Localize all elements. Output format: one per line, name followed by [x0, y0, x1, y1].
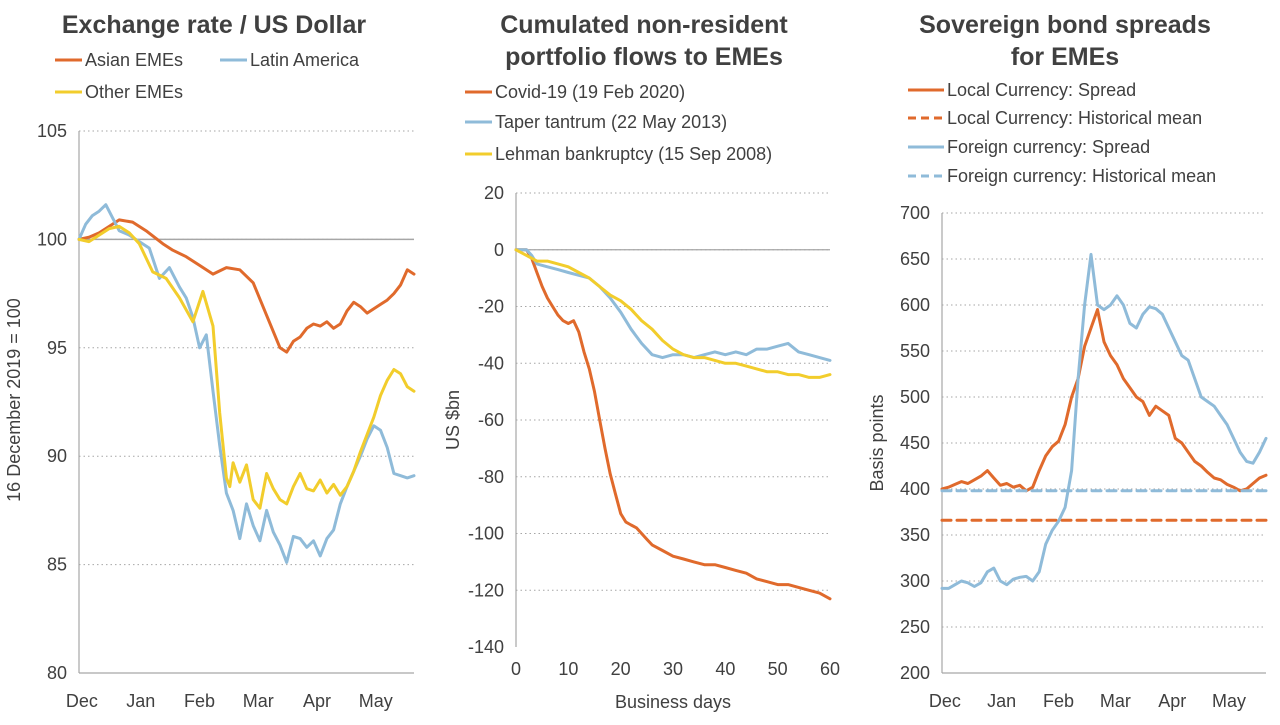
series-line	[514, 248, 832, 362]
panel-3-title-line-1: Sovereign bond spreads	[919, 11, 1211, 39]
y-tick-label: 20	[484, 183, 504, 203]
x-tick-label: Apr	[1158, 691, 1186, 711]
y-tick-label: 95	[47, 338, 67, 358]
x-tick-label: Dec	[929, 691, 961, 711]
y-tick-label: 600	[900, 295, 930, 315]
y-tick-label: 0	[494, 240, 504, 260]
y-tick-label: -120	[468, 580, 504, 600]
y-tick-label: 80	[47, 663, 67, 683]
x-tick-label: 20	[611, 659, 631, 679]
series-line	[77, 203, 416, 564]
x-tick-label: Mar	[1100, 691, 1131, 711]
x-tick-label: Jan	[987, 691, 1016, 711]
panel-3-title-line-2: for EMEs	[1011, 43, 1119, 71]
y-tick-label: 550	[900, 341, 930, 361]
y-axis-label: 16 December 2019 = 100	[4, 298, 24, 502]
y-tick-label: 700	[900, 203, 930, 223]
y-tick-label: 500	[900, 387, 930, 407]
bond-spreads-panel: Sovereign bond spreads for EMEs 200 250 30…	[867, 11, 1268, 711]
exchange-rate-panel: Exchange rate / US Dollar 80 85 90 95 100 105…	[4, 11, 416, 711]
x-tick-label: 50	[768, 659, 788, 679]
y-tick-label: -80	[478, 467, 504, 487]
series-line	[514, 248, 832, 379]
x-tick-label: Apr	[303, 691, 331, 711]
panel-2-title-line-1: Cumulated non-resident	[500, 11, 788, 39]
y-tick-label: 90	[47, 446, 67, 466]
legend-label: Other EMEs	[85, 82, 183, 102]
x-tick-label: Jan	[126, 691, 155, 711]
y-tick-label: -100	[468, 524, 504, 544]
series-line	[77, 224, 416, 510]
y-tick-label: -140	[468, 637, 504, 657]
portfolio-flows-panel: Cumulated non-resident portfolio flows t…	[443, 11, 840, 712]
y-tick-label: -20	[478, 297, 504, 317]
panel-2-title-line-2: portfolio flows to EMEs	[505, 43, 783, 71]
x-tick-label: 60	[820, 659, 840, 679]
legend-label: Foreign currency: Historical mean	[947, 166, 1216, 186]
y-tick-label: 650	[900, 249, 930, 269]
y-tick-label: 300	[900, 571, 930, 591]
series-line	[940, 252, 1268, 590]
y-tick-label: 100	[37, 229, 67, 249]
y-tick-label: 200	[900, 663, 930, 683]
panel-1-title: Exchange rate / US Dollar	[62, 11, 367, 39]
x-tick-label: Feb	[184, 691, 215, 711]
x-tick-label: 30	[663, 659, 683, 679]
legend-label: Asian EMEs	[85, 50, 183, 70]
x-tick-label: Dec	[66, 691, 98, 711]
y-tick-label: 400	[900, 479, 930, 499]
x-tick-label: 40	[715, 659, 735, 679]
legend-label: Lehman bankruptcy (15 Sep 2008)	[495, 144, 772, 164]
x-tick-label: May	[1212, 691, 1246, 711]
y-tick-label: -60	[478, 410, 504, 430]
x-tick-label: May	[359, 691, 393, 711]
legend-label: Latin America	[250, 50, 360, 70]
series-line	[77, 218, 416, 354]
y-axis-label: Basis points	[867, 394, 887, 491]
legend-label: Taper tantrum (22 May 2013)	[495, 112, 727, 132]
series-line	[940, 308, 1268, 493]
x-tick-label: Feb	[1043, 691, 1074, 711]
y-tick-label: 250	[900, 617, 930, 637]
y-tick-label: -40	[478, 353, 504, 373]
y-tick-label: 350	[900, 525, 930, 545]
x-axis-label: Business days	[615, 692, 731, 712]
series-line	[514, 248, 832, 601]
legend-label: Local Currency: Historical mean	[947, 108, 1202, 128]
x-tick-label: 10	[558, 659, 578, 679]
x-tick-label: 0	[511, 659, 521, 679]
legend-label: Foreign currency: Spread	[947, 137, 1150, 157]
y-tick-label: 105	[37, 121, 67, 141]
y-axis-label: US $bn	[443, 390, 463, 450]
y-tick-label: 85	[47, 555, 67, 575]
y-tick-label: 450	[900, 433, 930, 453]
legend-label: Covid-19 (19 Feb 2020)	[495, 82, 685, 102]
legend-label: Local Currency: Spread	[947, 80, 1136, 100]
x-tick-label: Mar	[243, 691, 274, 711]
